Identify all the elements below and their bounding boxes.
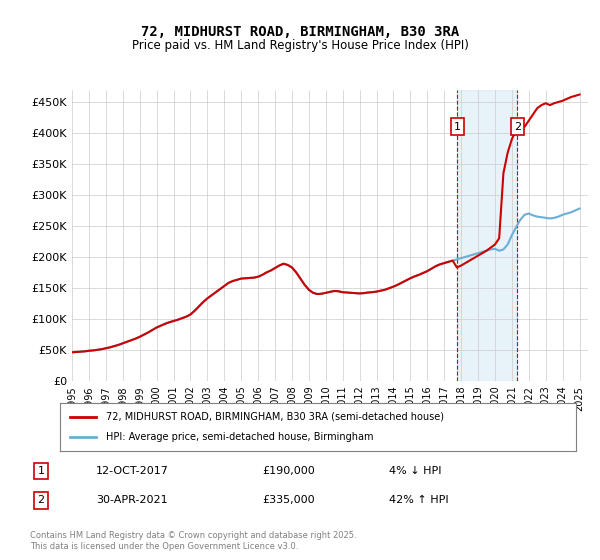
Text: 12-OCT-2017: 12-OCT-2017	[96, 466, 169, 476]
Text: 42% ↑ HPI: 42% ↑ HPI	[389, 496, 448, 505]
Text: HPI: Average price, semi-detached house, Birmingham: HPI: Average price, semi-detached house,…	[106, 432, 374, 442]
Text: £335,000: £335,000	[262, 496, 314, 505]
Text: £190,000: £190,000	[262, 466, 314, 476]
Text: 2: 2	[514, 122, 521, 132]
Text: 2: 2	[37, 496, 44, 505]
Text: Contains HM Land Registry data © Crown copyright and database right 2025.
This d: Contains HM Land Registry data © Crown c…	[30, 531, 356, 550]
Text: 4% ↓ HPI: 4% ↓ HPI	[389, 466, 442, 476]
Text: 72, MIDHURST ROAD, BIRMINGHAM, B30 3RA (semi-detached house): 72, MIDHURST ROAD, BIRMINGHAM, B30 3RA (…	[106, 412, 445, 422]
Bar	[457, 90, 517, 381]
Text: Price paid vs. HM Land Registry's House Price Index (HPI): Price paid vs. HM Land Registry's House …	[131, 39, 469, 52]
Text: 1: 1	[454, 122, 461, 132]
Text: 30-APR-2021: 30-APR-2021	[96, 496, 168, 505]
Text: 1: 1	[38, 466, 44, 476]
Text: 72, MIDHURST ROAD, BIRMINGHAM, B30 3RA: 72, MIDHURST ROAD, BIRMINGHAM, B30 3RA	[141, 25, 459, 39]
